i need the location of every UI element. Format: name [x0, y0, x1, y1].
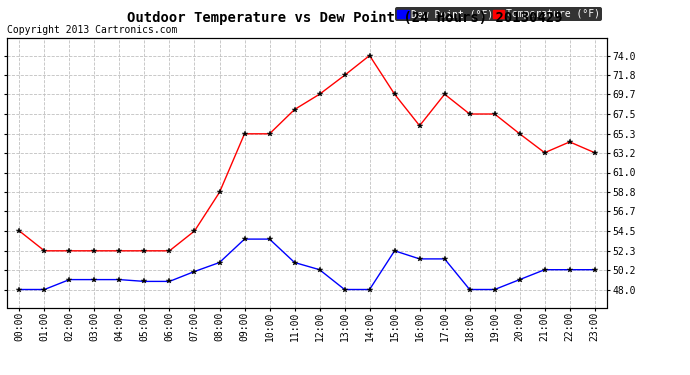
Legend: Dew Point (°F), Temperature (°F): Dew Point (°F), Temperature (°F) — [395, 7, 602, 21]
Text: Copyright 2013 Cartronics.com: Copyright 2013 Cartronics.com — [7, 25, 177, 35]
Text: Outdoor Temperature vs Dew Point (24 Hours) 20130429: Outdoor Temperature vs Dew Point (24 Hou… — [127, 11, 563, 26]
